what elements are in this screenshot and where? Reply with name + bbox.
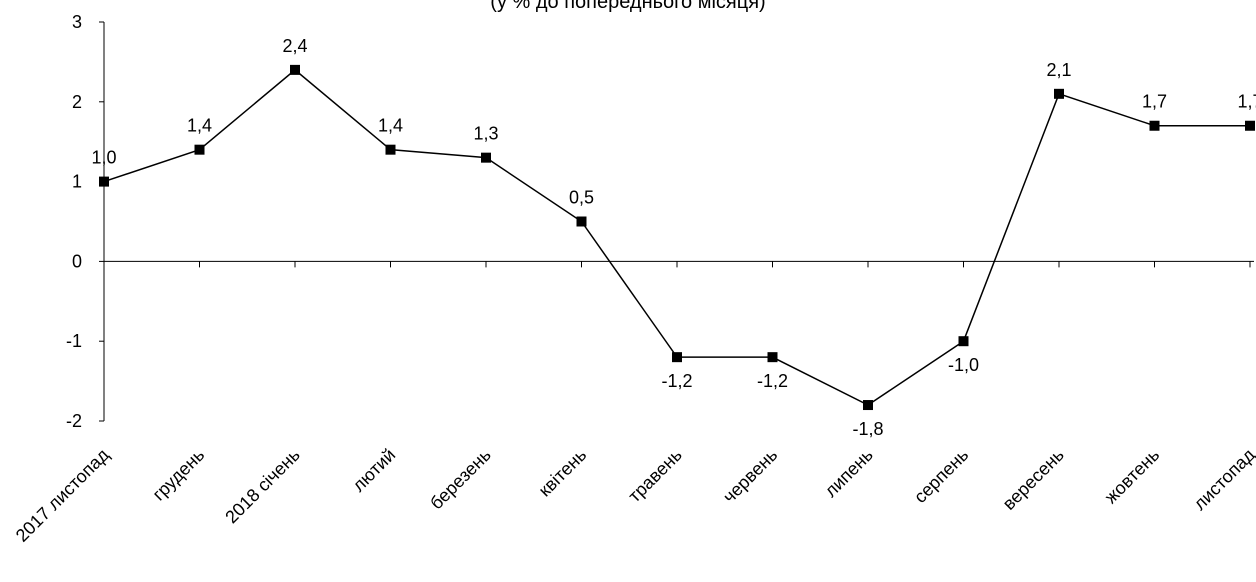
data-label: 1,3	[473, 124, 498, 144]
axes: 3 2 1 0 -1 -2 2017 листопад грудень 2018 січень л…	[12, 12, 1256, 546]
data-point-marker	[385, 144, 396, 155]
x-category-label: грудень	[149, 445, 209, 505]
data-point-marker	[1149, 120, 1160, 131]
y-tick-label: 3	[72, 12, 82, 32]
x-category-label: травень	[624, 445, 685, 506]
data-label: 1,0	[91, 148, 116, 168]
x-category-label: березень	[426, 445, 495, 514]
x-category-label: вересень	[999, 445, 1068, 514]
y-tick-label: 2	[72, 92, 82, 112]
y-tick-label: -1	[66, 331, 82, 351]
data-point-marker	[99, 176, 109, 187]
x-category-label: жовтень	[1101, 445, 1164, 508]
x-category-label: 2017 листопад	[12, 444, 113, 545]
data-label: -1,2	[757, 371, 788, 391]
data-point-marker	[863, 400, 873, 411]
series-line	[99, 64, 1255, 411]
x-category-label: серпень	[910, 445, 972, 507]
x-category-label: червень	[719, 445, 781, 507]
x-category-label: 2018 січень	[221, 445, 304, 528]
data-label: 2,1	[1046, 60, 1071, 80]
data-point-marker	[290, 64, 300, 75]
y-tick-label: 0	[72, 251, 82, 271]
y-tick-label: -2	[66, 411, 82, 431]
x-category-label: лютий	[348, 445, 399, 496]
data-point-marker	[767, 352, 778, 363]
data-point-marker	[958, 336, 969, 347]
x-category-label: листопад	[1190, 444, 1256, 514]
y-tick-label: 1	[72, 172, 82, 192]
data-label: -1,0	[948, 355, 979, 375]
x-category-label: липень	[821, 445, 877, 501]
data-label: 1,4	[187, 116, 212, 136]
data-label: 0,5	[569, 188, 594, 208]
data-label: 1,7	[1142, 92, 1167, 112]
data-point-marker	[576, 216, 587, 227]
labels: 1,0 1,4 2,4 1,4 1,3 0,5 -1,2 -1,2 -1,8 -1,0 2,1 1,7…	[91, 36, 1256, 439]
x-category-label: квітень	[535, 445, 591, 501]
data-label: 1,7	[1237, 92, 1256, 112]
data-label: 1,4	[378, 116, 403, 136]
data-label: -1,2	[661, 371, 692, 391]
data-point-marker	[481, 152, 491, 163]
data-point-marker	[194, 144, 205, 155]
data-point-marker	[672, 352, 682, 363]
data-label: 2,4	[282, 36, 307, 56]
chart-title: (у % до попереднього місяця)	[490, 0, 765, 13]
data-point-marker	[1054, 88, 1064, 99]
data-point-marker	[1245, 120, 1255, 131]
data-label: -1,8	[852, 419, 883, 439]
